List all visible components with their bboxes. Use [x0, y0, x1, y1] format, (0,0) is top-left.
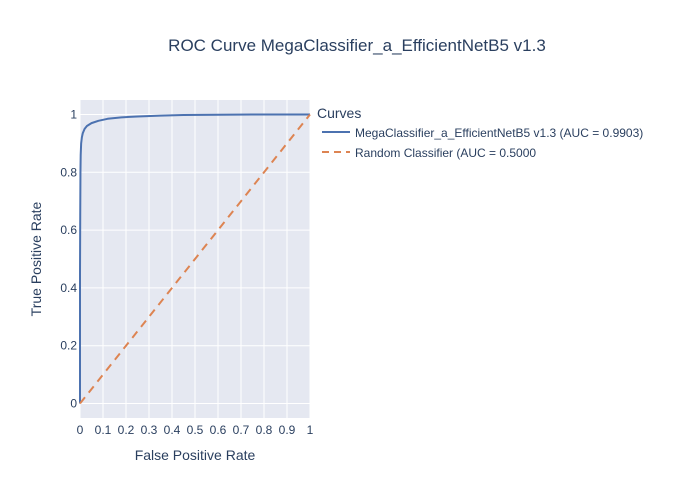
x-tick-label: 0.4: [164, 423, 181, 437]
y-tick-label: 0.4: [60, 281, 77, 295]
x-tick-label: 0.6: [210, 423, 227, 437]
x-tick-label: 0.3: [141, 423, 158, 437]
y-tick-label: 0.8: [60, 165, 77, 179]
grid-lines: [79, 100, 311, 418]
chart-title: ROC Curve MegaClassifier_a_EfficientNetB…: [168, 36, 546, 55]
x-axis-title: False Positive Rate: [135, 447, 256, 463]
legend: Curves MegaClassifier_a_EfficientNetB5 v…: [317, 105, 643, 160]
x-tick-label: 0.2: [118, 423, 135, 437]
y-tick-label: 0.6: [60, 223, 77, 237]
x-tick-label: 0: [77, 423, 84, 437]
y-tick-labels: 0 0.2 0.4 0.6 0.8 1: [60, 107, 77, 410]
x-tick-label: 0.5: [187, 423, 204, 437]
x-tick-label: 0.8: [256, 423, 273, 437]
series-layer: [79, 113, 311, 405]
x-tick-labels: 0 0.1 0.2 0.3 0.4 0.5 0.6 0.7 0.8 0.9 1: [77, 423, 314, 437]
x-tick-label: 1: [307, 423, 314, 437]
y-tick-label: 1: [70, 107, 77, 121]
x-tick-label: 0.9: [279, 423, 296, 437]
series-line-model: [79, 113, 310, 404]
series-line-random: [79, 113, 311, 405]
x-tick-label: 0.7: [233, 423, 250, 437]
y-tick-label: 0: [70, 397, 77, 411]
y-tick-label: 0.2: [60, 339, 77, 353]
legend-entry-random[interactable]: Random Classifier (AUC = 0.5000: [322, 146, 536, 160]
legend-title: Curves: [317, 105, 361, 121]
legend-label-random: Random Classifier (AUC = 0.5000: [355, 146, 536, 160]
x-tick-label: 0.1: [95, 423, 112, 437]
legend-label-model: MegaClassifier_a_EfficientNetB5 v1.3 (AU…: [355, 126, 643, 140]
legend-entry-model[interactable]: MegaClassifier_a_EfficientNetB5 v1.3 (AU…: [322, 126, 643, 140]
y-axis-title: True Positive Rate: [28, 201, 44, 316]
